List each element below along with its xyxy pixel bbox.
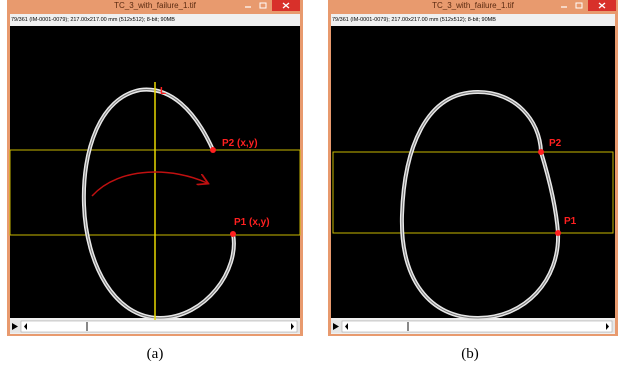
p2-label: P2 xyxy=(549,138,562,149)
point-p1 xyxy=(555,230,561,236)
window-title: TC_3_with_failure_1.tif xyxy=(432,1,515,10)
line-label: L xyxy=(160,86,166,97)
image-info: 79/361 (IM-0001-0079); 217.00x217.00 mm … xyxy=(11,17,175,23)
image-info: 79/361 (IM-0001-0079); 217.00x217.00 mm … xyxy=(332,17,496,23)
point-p2 xyxy=(210,147,216,153)
scroll-thumb[interactable] xyxy=(407,322,409,331)
window-title: TC_3_with_failure_1.tif xyxy=(114,1,197,10)
caption: (b) xyxy=(461,346,479,362)
figure: TC_3_with_failure_1.tif 79/361 (IM-0001-… xyxy=(0,0,624,367)
minimize-button[interactable] xyxy=(557,1,571,11)
scroll-thumb[interactable] xyxy=(86,322,88,331)
point-p2 xyxy=(538,149,544,155)
caption: (a) xyxy=(147,346,164,362)
window-a: TC_3_with_failure_1.tif 79/361 (IM-0001-… xyxy=(7,0,303,362)
p2-label: P2 (x,y) xyxy=(222,138,258,149)
image-canvas xyxy=(331,26,615,318)
p1-label: P1 xyxy=(564,216,577,227)
p1-label: P1 (x,y) xyxy=(234,217,270,228)
window-b: TC_3_with_failure_1.tif 79/361 (IM-0001-… xyxy=(328,0,618,362)
minimize-button[interactable] xyxy=(241,1,255,11)
point-p1 xyxy=(230,231,236,237)
